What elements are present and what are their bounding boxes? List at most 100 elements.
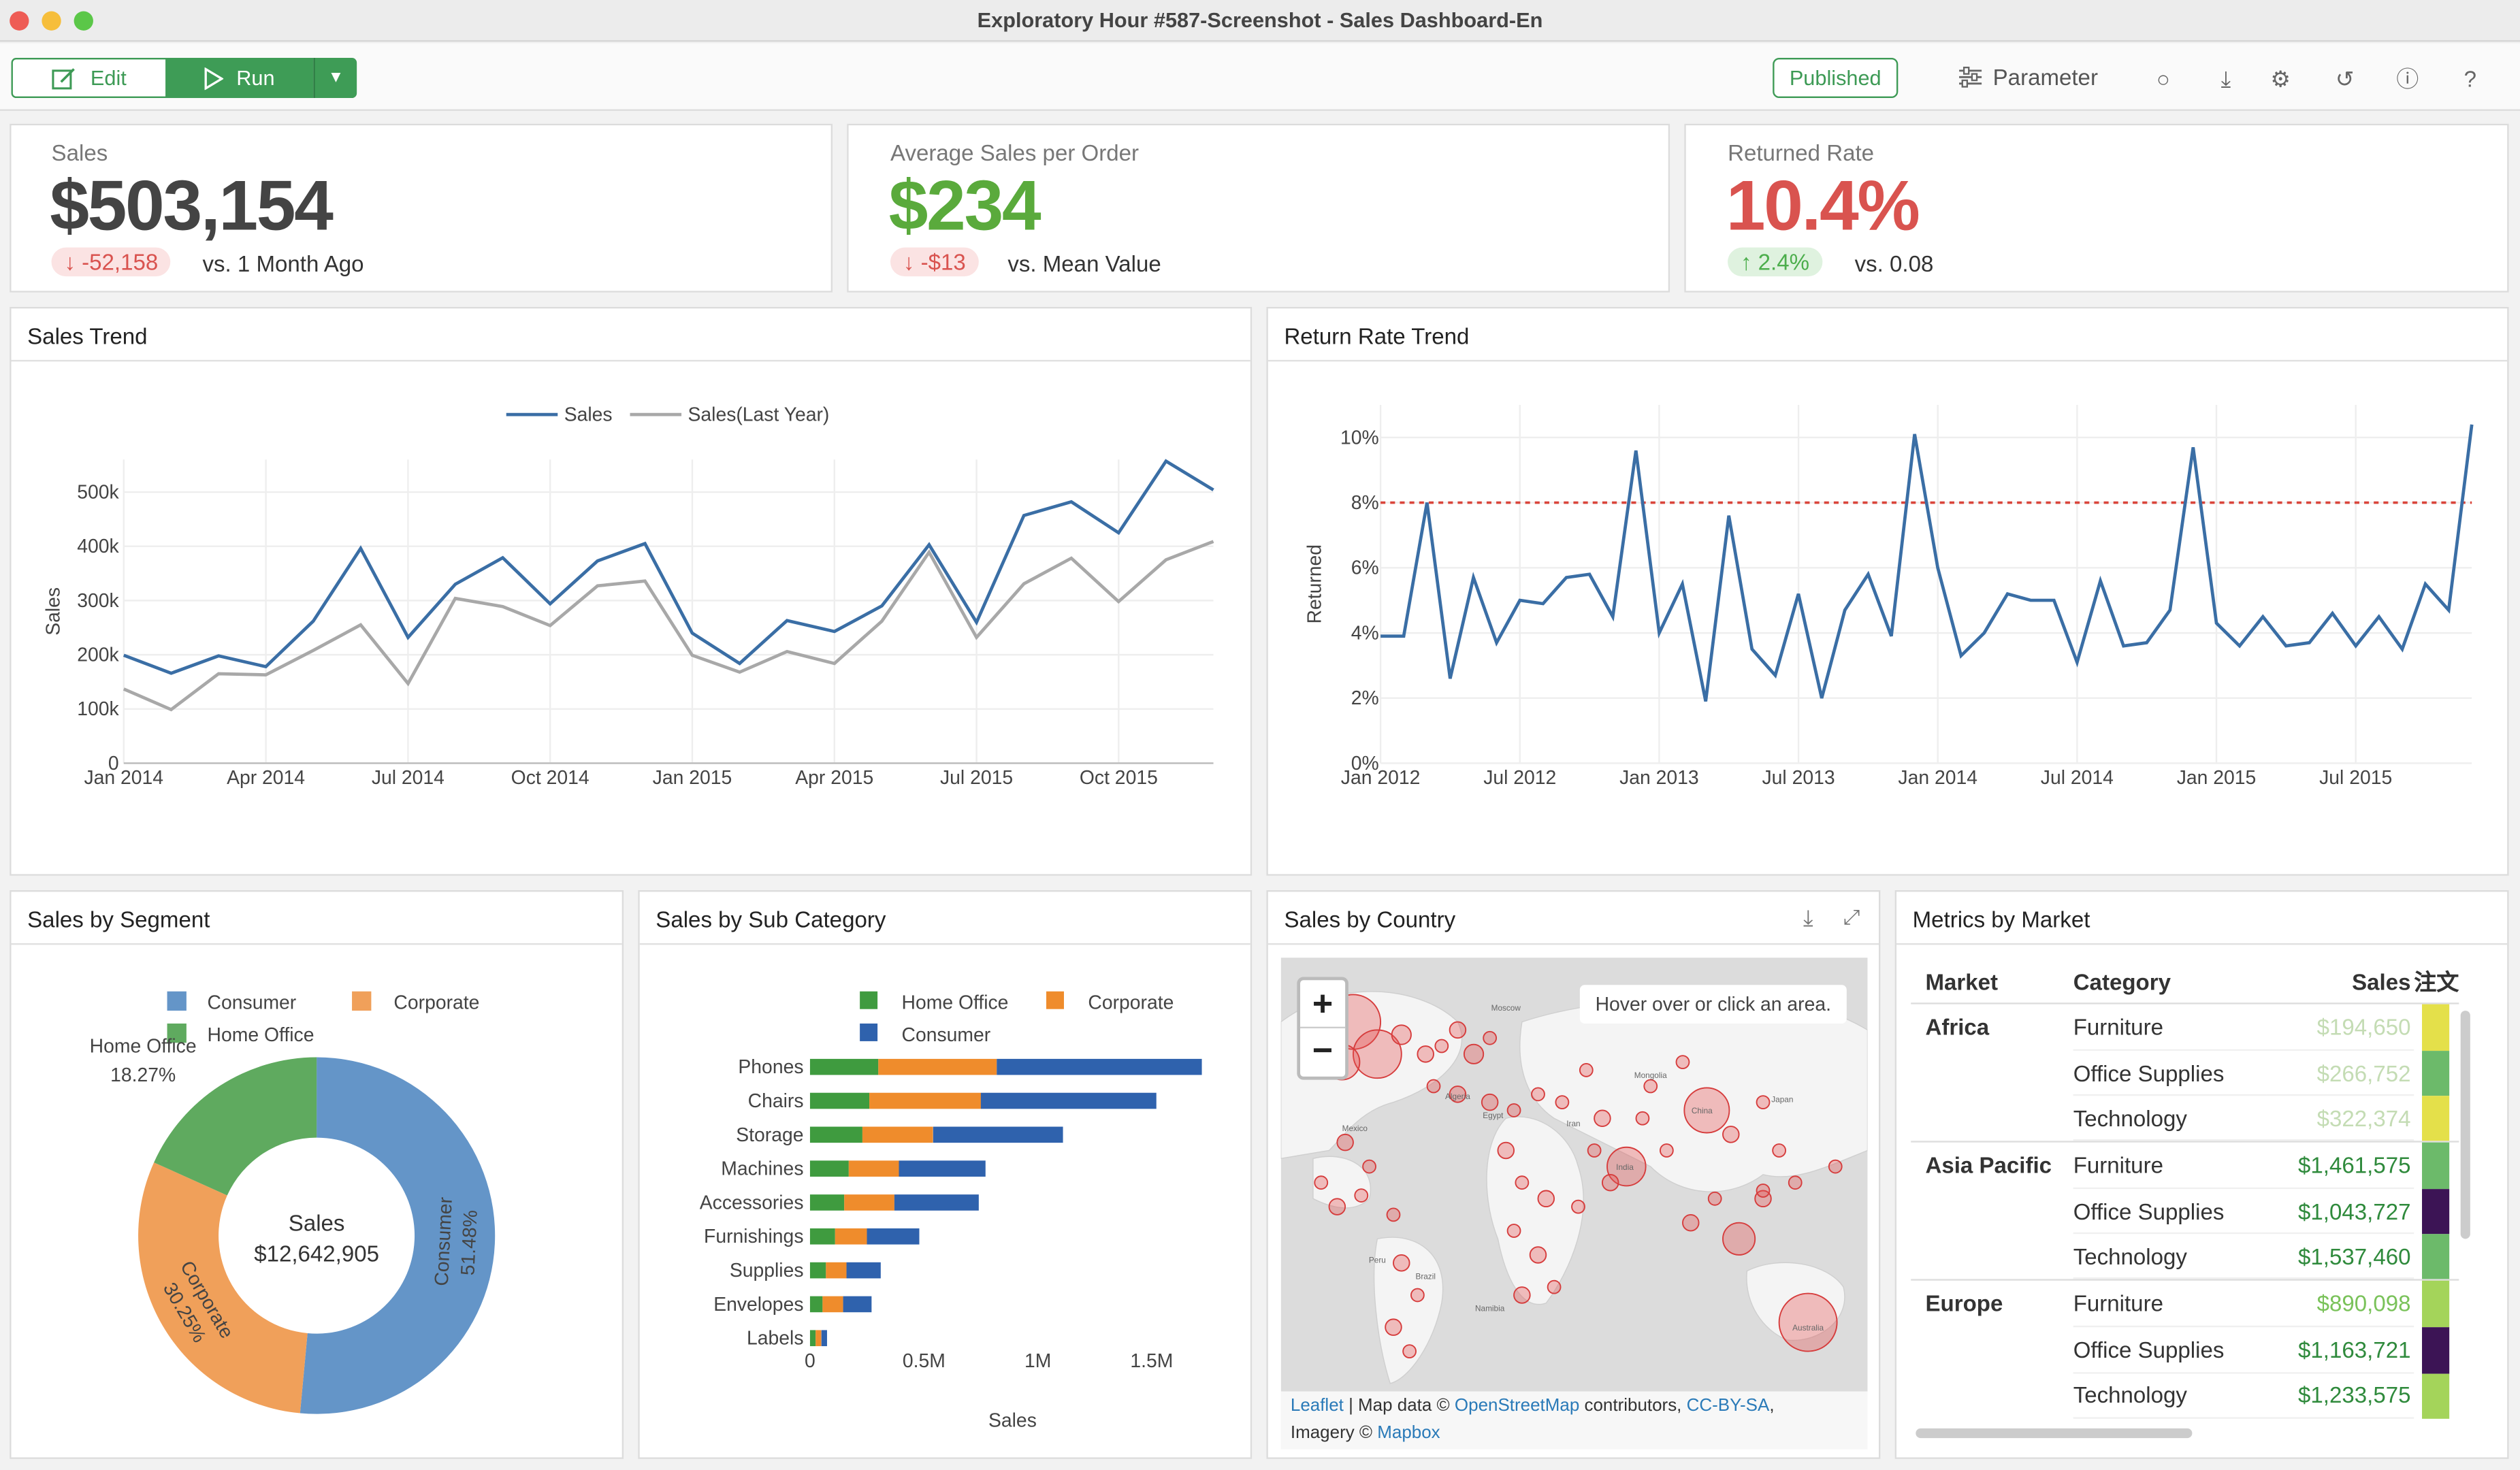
table-header: Market Category Sales 注文 [1911,960,2459,1004]
vertical-scrollbar[interactable] [2460,1011,2470,1239]
zoom-control: + − [1297,977,1348,1080]
country-bubble [1529,1246,1547,1264]
col-header-sales[interactable]: Sales [2352,968,2411,994]
x-tick-label: Jul 2014 [2041,767,2114,789]
bar-segment [809,1058,879,1075]
country-bubble [1506,1224,1521,1238]
mapbox-link[interactable]: Mapbox [1377,1423,1440,1443]
cell-category: Office Supplies [2073,1327,2267,1373]
slice-name-label: Home Office [90,1035,197,1057]
country-bubble [1434,1039,1449,1054]
run-options-dropdown[interactable]: ▼ [313,57,357,99]
info-icon[interactable]: ⓘ [2396,65,2419,92]
table-row[interactable]: Technology $322,374 [1911,1096,2459,1143]
x-tick-label: 0 [805,1350,815,1372]
map-place-label: Mongolia [1634,1071,1667,1080]
close-window-button[interactable] [10,11,29,31]
table-row[interactable]: Office Supplies $1,043,727 [1911,1188,2459,1235]
run-button[interactable]: Run [165,57,314,99]
download-icon[interactable]: ⤓ [2220,65,2231,92]
table-row[interactable]: Office Supplies $1,163,721 [1911,1326,2459,1373]
minimize-window-button[interactable] [42,11,61,31]
cell-orders-swatch [2422,1050,2450,1097]
category-label: Phones [738,1056,803,1078]
country-bubble [1601,1173,1619,1192]
x-tick-label: Oct 2015 [1080,767,1158,789]
bar-segment [997,1058,1202,1075]
zoom-out-button[interactable]: − [1312,1030,1334,1071]
col-header-orders[interactable]: 注文 [2414,968,2459,994]
map-place-label: Moscow [1491,1003,1521,1013]
parameter-button[interactable]: Parameter [1958,64,2098,90]
help-icon[interactable]: ? [2464,65,2477,92]
published-button[interactable]: Published [1773,57,1899,99]
osm-link[interactable]: OpenStreetMap [1454,1396,1580,1416]
bar-segment [843,1296,872,1313]
leaflet-link[interactable]: Leaflet [1290,1396,1344,1416]
table-row[interactable]: Technology $1,233,575 [1911,1373,2459,1420]
col-header-category[interactable]: Category [2073,968,2171,994]
y-tick-label: 4% [1351,622,1379,644]
country-bubble [1579,1063,1594,1077]
land-mass [1312,1156,1371,1209]
country-bubble [1555,1095,1570,1110]
table-row[interactable]: Asia Pacific Furniture $1,461,575 [1911,1142,2459,1189]
country-bubble [1659,1143,1674,1158]
bar-segment [869,1092,982,1109]
table-row[interactable]: Office Supplies $266,752 [1911,1050,2459,1097]
cell-sales: $322,374 [2266,1096,2414,1141]
bar-segment [862,1126,933,1143]
col-header-market[interactable]: Market [1925,968,1999,994]
map-place-label: Egypt [1483,1111,1504,1120]
download-icon[interactable]: ⤓ [1803,904,1813,931]
category-label: Accessories [700,1192,804,1213]
y-axis-label: Sales [42,587,64,636]
bar-segment [933,1126,1063,1143]
kpi-delta-badge: ↑ 2.4% [1728,247,1822,277]
country-bubble [1682,1213,1700,1232]
kpi-delta-badge: ↓ -$13 [890,247,979,277]
table-row[interactable]: Africa Furniture $194,650 [1911,1004,2459,1051]
edit-label: Edit [90,65,127,91]
panel-title: Sales Trend [27,323,148,349]
history-icon[interactable]: ↺ [2335,65,2355,92]
cell-market: Asia Pacific [1925,1152,2052,1179]
country-bubble [1497,1141,1515,1160]
y-tick-label: 400k [77,536,119,557]
arrow-down-icon: ↓ [64,248,76,275]
x-tick-label: Jan 2015 [2177,767,2257,789]
kpi-value: $503,154 [50,167,334,246]
cell-sales: $1,461,575 [2266,1143,2414,1189]
map-place-label: China [1692,1106,1713,1115]
panel-title: Metrics by Market [1912,906,2090,932]
gear-icon[interactable]: ⚙ [2270,65,2291,92]
y-tick-label: 0 [108,753,119,774]
country-bubble [1328,1198,1346,1215]
country-bubble [1635,1111,1650,1126]
expand-icon[interactable]: ⤢ [1843,904,1860,929]
y-tick-label: 200k [77,644,119,666]
run-label: Run [236,65,275,91]
bar-segment [844,1194,894,1211]
cell-market: Europe [1925,1290,2003,1317]
country-bubble [1722,1126,1740,1143]
sales-trend-chart: 0 100k 200k 300k 400k 500k Jan 2014 Apr 2014 Jul… [42,404,1214,789]
bar-segment [899,1160,986,1177]
table-row[interactable]: Technology $1,537,460 [1911,1235,2459,1281]
table-row[interactable]: Europe Furniture $890,098 [1911,1281,2459,1327]
edit-button[interactable]: Edit [11,57,167,99]
country-bubble [1683,1087,1730,1134]
cc-link[interactable]: CC-BY-SA [1686,1396,1770,1416]
toolbar [0,43,2520,111]
kpi-compare: vs. 1 Month Ago [202,250,364,277]
y-tick-label: 500k [77,482,119,504]
horizontal-scrollbar[interactable] [1916,1428,2193,1439]
comment-icon[interactable]: ○ [2156,65,2170,92]
country-bubble [1449,1085,1467,1103]
zoom-in-button[interactable]: + [1300,980,1346,1029]
return-rate-trend-panel: Return Rate Trend 0% 2% 4% 6% 8% 10% Jan 2012 J… [1266,306,2509,876]
zoom-window-button[interactable] [74,11,93,31]
y-tick-label: 10% [1340,427,1379,448]
kpi-delta-badge: ↓ -52,158 [51,247,172,277]
